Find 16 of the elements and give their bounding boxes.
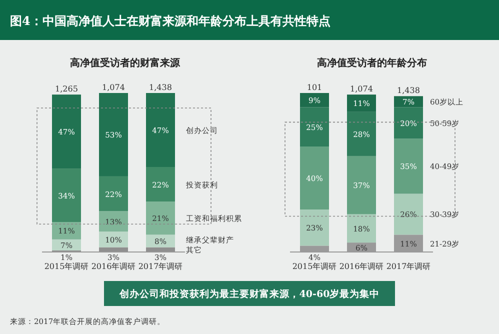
annotation: 1,265 bbox=[55, 84, 78, 94]
annotation: 101 bbox=[306, 83, 322, 92]
x-tick-label: 2016年调研 bbox=[91, 262, 136, 271]
annotation: 1,438 bbox=[397, 86, 420, 96]
chart-subtitle: 高净值受访者的财富来源 bbox=[70, 57, 181, 69]
x-tick-label: 2015年调研 bbox=[44, 262, 89, 271]
annotation: 1,438 bbox=[149, 83, 172, 92]
x-tick-label: 2015年调研 bbox=[292, 262, 337, 271]
text: 创办公司和投资获利为最主要财富来源，40-60岁最为集中 bbox=[118, 288, 380, 300]
x-tick-label: 2017年调研 bbox=[386, 262, 431, 271]
x-tick-label: 2017年调研 bbox=[138, 262, 183, 271]
annotation: 1,074 bbox=[350, 84, 373, 94]
chart-title: 高净值受访者的年龄分布 bbox=[317, 57, 427, 69]
x-tick-label: 2016年调研 bbox=[339, 262, 384, 271]
chart-title: 图4：中国高净值人士在财富来源和年龄分布上具有共性特点 bbox=[10, 14, 330, 28]
annotation: 1,074 bbox=[102, 83, 125, 92]
